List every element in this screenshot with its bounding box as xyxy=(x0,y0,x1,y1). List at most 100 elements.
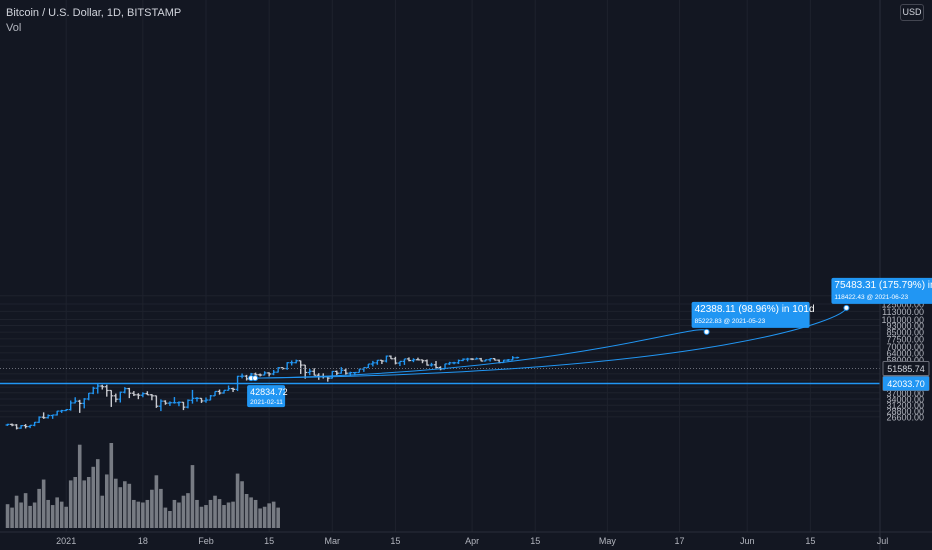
volume-bar xyxy=(204,505,208,528)
target-price-label: 75483.31 (175.79%) in 133d 118422.43 @ 20… xyxy=(831,277,932,304)
y-tick-label: 31200.00 xyxy=(886,401,924,411)
label-main-text: 75483.31 (175.79%) in 133d xyxy=(834,280,932,291)
currency-badge[interactable]: USD xyxy=(900,4,924,21)
ohlc-bar xyxy=(406,357,411,362)
ohlc-bar xyxy=(492,358,497,361)
volume-bar xyxy=(41,479,46,528)
ohlc-bar xyxy=(488,358,493,362)
ohlc-bar xyxy=(82,398,87,409)
volume-bar xyxy=(10,507,14,528)
ohlc-bar xyxy=(95,383,100,394)
ohlc-bar xyxy=(479,357,484,362)
label-sub-text: 2021-02-11 xyxy=(250,399,283,406)
ohlc-bar xyxy=(50,414,55,419)
ohlc-bar xyxy=(370,360,375,367)
volume-bar xyxy=(195,499,199,528)
ohlc-bar xyxy=(194,397,199,402)
x-tick-label: 18 xyxy=(138,536,148,546)
projection-curve xyxy=(255,307,847,379)
ohlc-bar xyxy=(375,359,380,365)
x-tick-label: 15 xyxy=(805,536,815,546)
ohlc-bar xyxy=(176,401,181,407)
ohlc-bar xyxy=(86,392,91,401)
volume-bar xyxy=(145,499,150,528)
volume-bar xyxy=(226,502,231,528)
volume-bar xyxy=(253,499,258,528)
ohlc-bar xyxy=(190,389,195,404)
volume-bar xyxy=(271,501,276,528)
volume-bar xyxy=(73,477,78,528)
y-tick-label: 28800.00 xyxy=(886,407,924,417)
x-tick-label: 15 xyxy=(530,536,540,546)
volume-bar xyxy=(64,506,68,528)
ohlc-bar xyxy=(46,414,51,419)
ohlc-bar xyxy=(397,360,402,367)
ohlc-bar xyxy=(199,397,204,403)
projection-endpoint xyxy=(843,304,850,311)
ohlc-bar xyxy=(294,359,299,364)
ohlc-bar xyxy=(415,357,420,361)
ohlc-bar xyxy=(127,387,132,399)
volume-bar xyxy=(86,477,91,528)
ohlc-bar xyxy=(388,355,393,360)
volume-bar xyxy=(208,499,213,528)
x-tick-label: 15 xyxy=(264,536,274,546)
ohlc-bar xyxy=(434,361,439,369)
ohlc-bar xyxy=(113,393,118,403)
start-price-label: 42834.72 2021-02-11 xyxy=(247,385,288,408)
volume-bar xyxy=(95,459,100,528)
last-price-tag-bg xyxy=(882,361,930,377)
volume-bar xyxy=(19,502,23,528)
volume-bar xyxy=(68,480,73,528)
ohlc-bar xyxy=(357,368,362,374)
ohlc-bar xyxy=(122,387,127,394)
last-price-tag-text: 51585.74 xyxy=(887,364,925,374)
ohlc-bar xyxy=(474,357,479,360)
volume-bar xyxy=(114,478,118,528)
x-tick-label: Apr xyxy=(465,536,479,546)
volume-bar xyxy=(82,480,87,528)
ohlc-bar xyxy=(334,370,339,376)
ohlc-bar xyxy=(158,399,163,412)
volume-bar xyxy=(267,503,271,528)
label-main-text: 42388.11 (98.96%) in 101d xyxy=(695,304,815,315)
ohlc-bar xyxy=(515,356,520,359)
ohlc-bar xyxy=(19,425,24,429)
ohlc-bar xyxy=(217,389,222,395)
ohlc-bar xyxy=(37,416,42,423)
label-main-text: 42834.72 xyxy=(250,387,288,397)
ohlc-bar xyxy=(411,358,416,363)
volume-bar xyxy=(127,483,132,528)
ohlc-bar xyxy=(452,361,457,365)
ohlc-bar xyxy=(271,369,276,376)
volume-bar xyxy=(244,494,249,528)
ohlc-bar xyxy=(32,421,37,427)
volume-indicator-label[interactable]: Vol xyxy=(6,22,22,34)
ohlc-bar xyxy=(393,356,398,365)
grid xyxy=(0,0,883,532)
ohlc-bar xyxy=(55,410,60,416)
volume-bar xyxy=(55,497,59,528)
ohlc-bar xyxy=(131,391,136,397)
x-tick-label: Feb xyxy=(198,536,214,546)
ohlc-bar xyxy=(91,386,96,395)
ohlc-bar xyxy=(461,358,466,362)
ohlc-bar xyxy=(154,395,159,408)
ohlc-bar xyxy=(289,360,294,366)
ohlc-bar xyxy=(276,367,281,373)
symbol-title[interactable]: Bitcoin / U.S. Dollar, 1D, BITSTAMP xyxy=(6,7,182,19)
ohlc-bar xyxy=(140,392,145,398)
ohlc-bar xyxy=(226,385,231,391)
ohlc-bar xyxy=(420,359,425,364)
volume-bar xyxy=(199,506,204,528)
volume-bars xyxy=(5,443,280,528)
ohlc-bar xyxy=(185,399,190,409)
ohlc-bar xyxy=(213,390,218,397)
volume-bar xyxy=(14,495,19,528)
ohlc-bar xyxy=(258,373,263,377)
y-axis-panel xyxy=(880,0,932,550)
ohlc-bar xyxy=(339,367,344,374)
ohlc-bar xyxy=(244,374,249,381)
ohlc-bar xyxy=(330,370,335,379)
